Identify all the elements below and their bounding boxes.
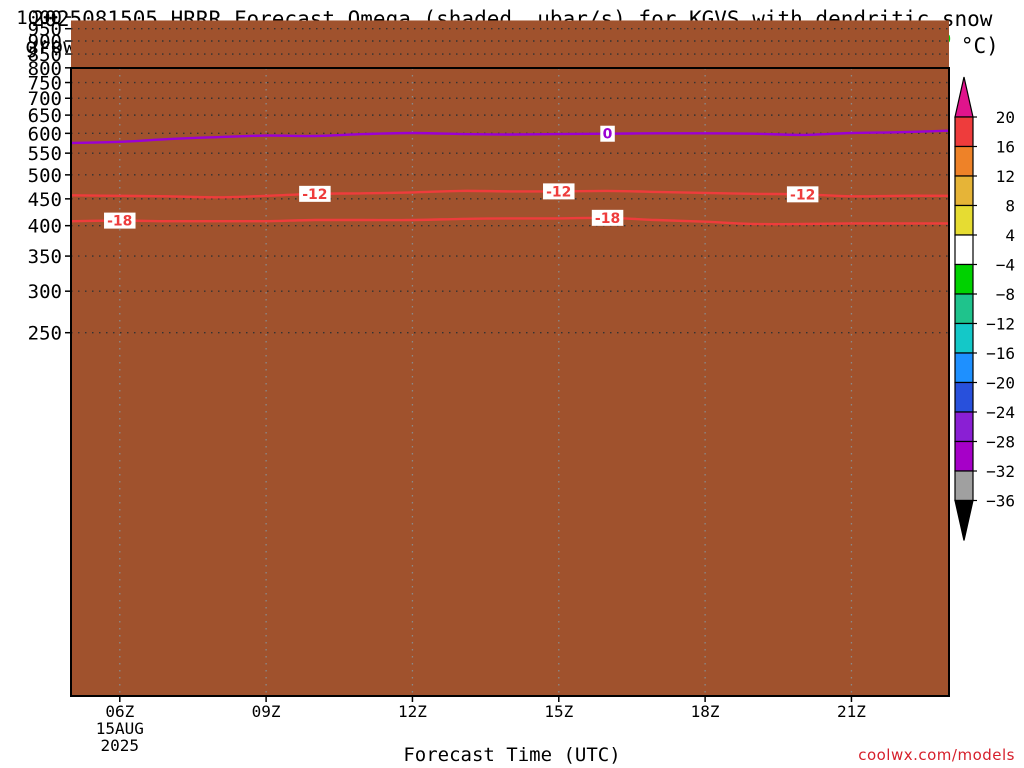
colorbar-label-10: −20	[986, 374, 1015, 393]
y-axis-ticks: 2503003504004505005506006507007508008509…	[16, 7, 71, 345]
colorbar-segment-12	[954, 440, 974, 472]
x-date-label-1: 15AUG	[96, 719, 144, 738]
x-tick-label-09Z: 09Z	[252, 702, 281, 721]
y-tick-label-900: 900	[28, 31, 62, 53]
x-tick-label-18Z: 18Z	[691, 702, 720, 721]
y-tick-label-450: 450	[28, 189, 62, 211]
y-tick-label-700: 700	[28, 88, 62, 110]
colorbar-segment-3	[954, 175, 974, 207]
plot-frame	[70, 67, 950, 697]
y-tick-label-650: 650	[28, 105, 62, 127]
y-tick-label-350: 350	[28, 246, 62, 268]
x-date-label-2: 2025	[101, 736, 140, 755]
contour-label-bg	[299, 185, 331, 202]
contour-label-bg	[104, 212, 136, 229]
x-tick-label-06Z: 06Z	[105, 702, 134, 721]
colorbar-label-2: 16	[996, 138, 1015, 157]
colorbar-label-5: 4	[1005, 226, 1015, 245]
colorbar-label-4: 8	[1005, 197, 1015, 216]
colorbar-segment-5	[954, 234, 974, 266]
colorbar-label-9: −16	[986, 344, 1015, 363]
contour-line-0	[70, 129, 950, 145]
contours: -18 -18 -12 -12 -12 0	[70, 125, 950, 230]
colorbar-segment-11	[954, 411, 974, 443]
colorbar-label-1: 20	[996, 108, 1015, 127]
colorbar-segment-6	[954, 263, 974, 295]
contour-line--18	[70, 216, 949, 226]
y-tick-label-400: 400	[28, 216, 62, 238]
colorbar-label-14: −36	[986, 492, 1015, 511]
x-axis-title: Forecast Time (UTC)	[403, 744, 621, 766]
y-tick-label-800: 800	[28, 58, 62, 80]
contour-label--18-1: -18	[107, 214, 132, 230]
contour-label--12-3: -12	[790, 187, 815, 203]
colorbar-segment-7	[954, 293, 974, 325]
colorbar-label-12: −28	[986, 433, 1015, 452]
y-tick-label-600: 600	[28, 123, 62, 145]
y-tick-label-250: 250	[28, 323, 62, 345]
colorbar-segment-1	[954, 116, 974, 148]
contour-label-bg	[543, 183, 575, 200]
colorbar-label-7: −8	[996, 285, 1015, 304]
y-tick-label-300: 300	[28, 281, 62, 303]
colorbar-segment-2	[954, 145, 974, 177]
ground-surface	[71, 20, 949, 697]
y-tick-label-500: 500	[28, 165, 62, 187]
colorbar-segment-9	[954, 352, 974, 384]
colorbar-segment-8	[954, 322, 974, 354]
contour-label-0-1: 0	[603, 127, 613, 143]
colorbar-label-6: −4	[996, 256, 1015, 275]
terrain	[71, 20, 949, 697]
colorbar-segment-4	[954, 204, 974, 236]
x-tick-label-15Z: 15Z	[544, 702, 573, 721]
colorbar-top-triangle	[954, 76, 974, 118]
colorbar-bottom-triangle	[954, 499, 974, 541]
contour-label--12-1: -12	[302, 187, 327, 203]
y-tick-label-750: 750	[28, 73, 62, 95]
site-credit: coolwx.com/models	[858, 746, 1015, 764]
colorbar-label-11: −24	[986, 403, 1015, 422]
contour-label-bg	[591, 209, 624, 226]
colorbar-label-3: 12	[996, 167, 1015, 186]
x-tick-label-12Z: 12Z	[398, 702, 427, 721]
y-tick-label-1000: 1000	[16, 7, 62, 29]
y-tick-label-950: 950	[28, 19, 62, 41]
colorbar-label-8: −12	[986, 315, 1015, 334]
colorbar-segment-10	[954, 381, 974, 413]
contour-label-bg	[600, 125, 615, 142]
contour-label-bg	[786, 186, 819, 203]
colorbar: 20 16 12 8 4 −4 −8 −12 −16 −20 −24 −28 −32 −36	[954, 76, 1015, 541]
x-tick-label-21Z: 21Z	[837, 702, 866, 721]
contour-label--18-2: -18	[595, 211, 620, 227]
colorbar-segment-13	[954, 470, 974, 502]
y-tick-label-550: 550	[28, 143, 62, 165]
colorbar-label-13: −32	[986, 462, 1015, 481]
contour-label--12-2: -12	[546, 184, 571, 200]
y-tick-label-850: 850	[28, 44, 62, 66]
